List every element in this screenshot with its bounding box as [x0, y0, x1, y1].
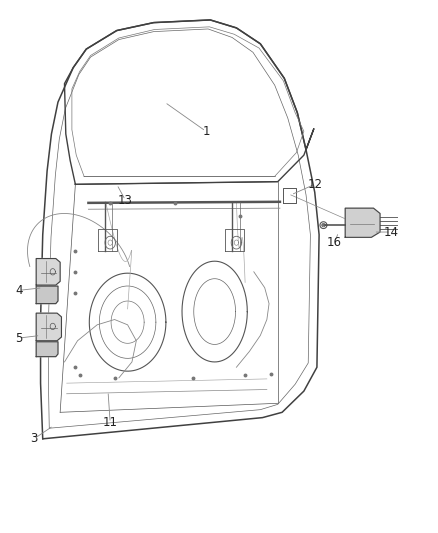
Text: 11: 11 — [102, 416, 118, 430]
Text: 16: 16 — [327, 236, 342, 249]
Text: 14: 14 — [383, 225, 399, 239]
Text: 5: 5 — [15, 332, 22, 344]
Polygon shape — [36, 259, 60, 285]
Polygon shape — [36, 342, 58, 357]
Text: 13: 13 — [118, 193, 133, 207]
Text: 3: 3 — [30, 432, 38, 446]
Text: 1: 1 — [202, 125, 210, 138]
Polygon shape — [345, 208, 380, 237]
Polygon shape — [36, 313, 61, 341]
Text: 12: 12 — [307, 178, 322, 191]
Polygon shape — [36, 286, 58, 304]
Text: 4: 4 — [15, 284, 22, 297]
